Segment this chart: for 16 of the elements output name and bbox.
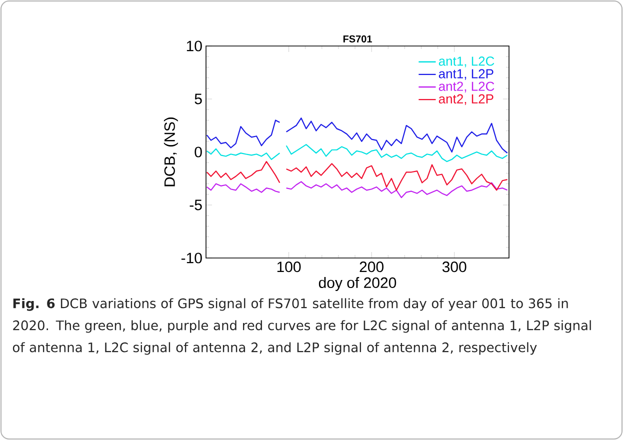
legend-label: ant2, L2C [438, 82, 494, 92]
x-tick-label: 100 [277, 262, 301, 272]
text: Fig. 6 DCB variations of GPS signal of FS701 satellite from day of year 001 to 365 in 2020. The green, blue, purple and red curves are for L2C signal of antenna 1, L2P signal of antenna 1, L2C signal of antenna 2, and L2P signal of antenna 2, respectively [12, 298, 591, 355]
x-axis-title: doy of 2020 [318, 277, 396, 291]
chart-title: FS701 [343, 35, 372, 42]
x-tick-label: 300 [442, 262, 466, 272]
y-tick-label: 0 [194, 146, 202, 158]
legend-label: ant2, L2P [438, 94, 494, 106]
y-tick-label: 5 [194, 94, 202, 104]
y-tick-label: -10 [181, 252, 202, 264]
y-tick-label: 10 [186, 40, 202, 52]
y-tick-label: -5 [190, 200, 202, 210]
x-tick-label: 200 [360, 262, 384, 272]
legend-label: ant1, L2P [438, 69, 494, 80]
legend-label: ant1, L2C [438, 56, 494, 68]
y-axis-title: DCB, (NS) [164, 118, 178, 186]
